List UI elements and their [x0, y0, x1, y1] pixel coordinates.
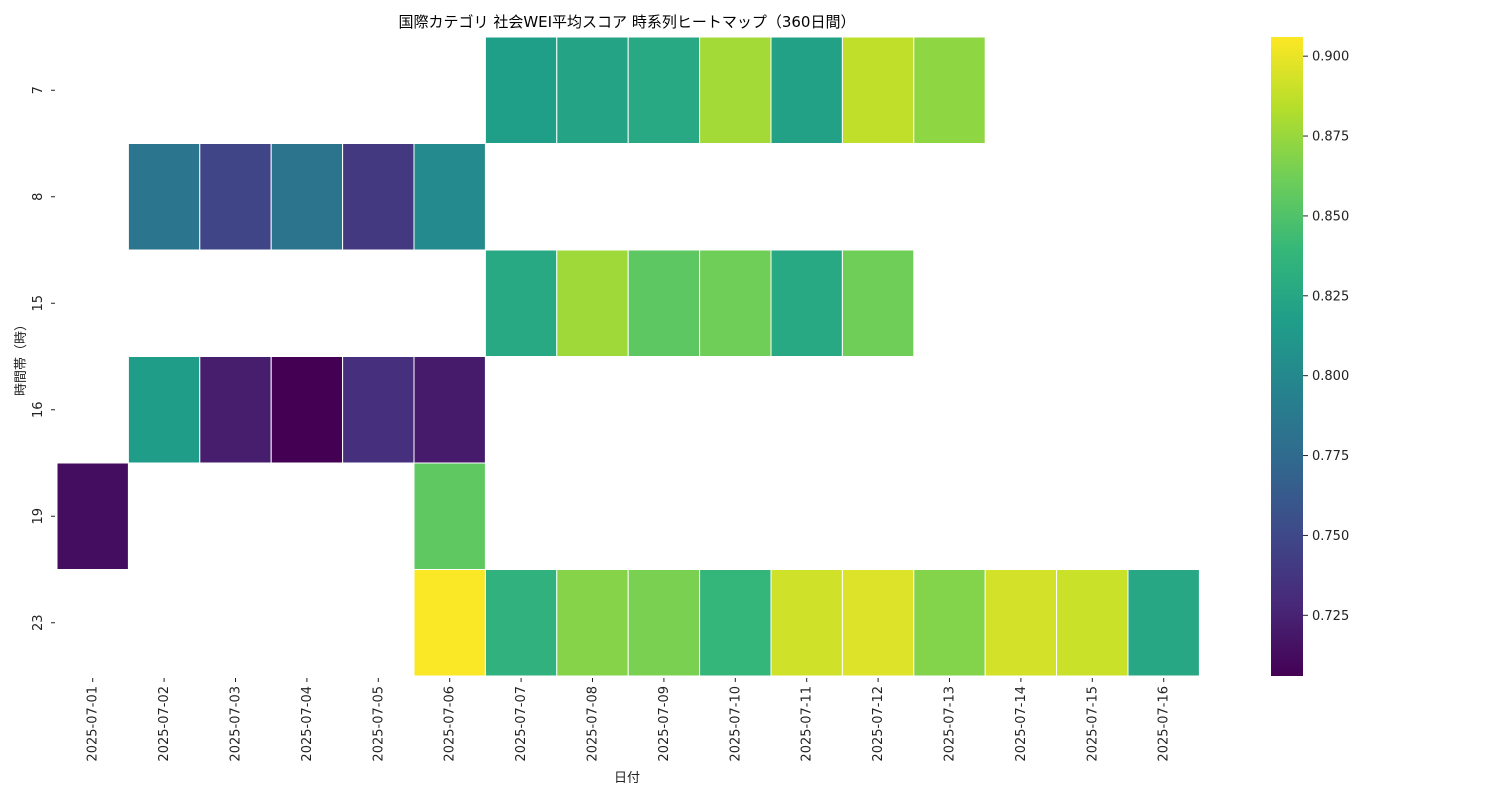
y-axis-label: 時間帯（時） [14, 318, 29, 396]
y-tick-label: 8 [31, 193, 46, 201]
x-tick-label: 2025-07-07 [514, 686, 529, 762]
heatmap-cell [984, 569, 1058, 677]
heatmap-cell [484, 36, 558, 144]
heatmap-cell [413, 356, 486, 464]
heatmap-cell [270, 356, 344, 464]
heatmap-cell [627, 569, 701, 677]
heatmap-cell [1056, 569, 1129, 677]
heatmap-cell [556, 36, 629, 144]
heatmap-cells [56, 36, 1200, 677]
x-tick-label: 2025-07-16 [1157, 686, 1172, 762]
heatmap-cell [270, 143, 344, 251]
heatmap-cell [699, 36, 772, 144]
x-tick-label: 2025-07-04 [300, 686, 315, 762]
colorbar-tick-label: 0.825 [1312, 289, 1349, 304]
heatmap-cell [627, 36, 701, 144]
heatmap-cell [841, 249, 915, 357]
heatmap-cell [56, 462, 129, 570]
heatmap-cell [699, 249, 772, 357]
x-axis-label: 日付 [614, 771, 640, 786]
x-axis-ticks: 2025-07-01 2025-07-02 2025-07-03 2025-07-04… [86, 678, 1172, 762]
colorbar-gradient [1271, 37, 1303, 676]
x-tick-label: 2025-07-12 [871, 686, 886, 762]
heatmap-cell [627, 249, 701, 357]
heatmap-cell [127, 143, 201, 251]
heatmap-cell [484, 249, 558, 357]
x-tick-label: 2025-07-11 [800, 686, 815, 762]
heatmap-cell [913, 36, 986, 144]
x-tick-label: 2025-07-03 [229, 686, 244, 762]
y-axis-ticks: 7 8 15 16 19 23 [31, 86, 55, 631]
x-tick-label: 2025-07-01 [86, 686, 101, 762]
heatmap-cell [841, 569, 915, 677]
heatmap-cell [484, 569, 558, 677]
heatmap-cell [556, 249, 629, 357]
colorbar-tick-label: 0.725 [1312, 609, 1349, 624]
y-tick-label: 19 [31, 508, 46, 525]
heatmap-cell [556, 569, 629, 677]
y-tick-label: 23 [31, 614, 46, 631]
x-tick-label: 2025-07-09 [657, 686, 672, 762]
colorbar: 0.725 0.750 0.775 0.800 0.825 0.850 0.875 0.900 [1271, 37, 1349, 676]
x-tick-label: 2025-07-05 [371, 686, 386, 762]
colorbar-ticks: 0.725 0.750 0.775 0.800 0.825 0.850 0.875 0.900 [1303, 50, 1349, 624]
x-tick-label: 2025-07-15 [1085, 686, 1100, 762]
colorbar-tick-label: 0.800 [1312, 369, 1349, 384]
x-tick-label: 2025-07-10 [728, 686, 743, 762]
colorbar-tick-label: 0.750 [1312, 529, 1349, 544]
y-tick-label: 7 [31, 86, 46, 94]
chart-title: 国際カテゴリ 社会WEI平均スコア 時系列ヒートマップ（360日間） [399, 13, 856, 31]
colorbar-tick-label: 0.875 [1312, 130, 1349, 145]
heatmap-cell [770, 569, 843, 677]
x-tick-label: 2025-07-13 [943, 686, 958, 762]
x-tick-label: 2025-07-14 [1014, 686, 1029, 762]
heatmap-cell [770, 249, 843, 357]
colorbar-tick-label: 0.775 [1312, 449, 1349, 464]
colorbar-tick-label: 0.900 [1312, 50, 1349, 65]
y-tick-label: 15 [31, 295, 46, 312]
heatmap-cell [127, 356, 201, 464]
x-tick-label: 2025-07-02 [157, 686, 172, 762]
heatmap-cell [342, 143, 415, 251]
x-tick-label: 2025-07-08 [586, 686, 601, 762]
heatmap-cell [1127, 569, 1200, 677]
heatmap-cell [199, 143, 272, 251]
heatmap-cell [413, 462, 486, 570]
colorbar-tick-label: 0.850 [1312, 209, 1349, 224]
y-tick-label: 16 [31, 401, 46, 418]
heatmap-cell [841, 36, 915, 144]
heatmap-cell [342, 356, 415, 464]
heatmap-cell [699, 569, 772, 677]
heatmap-cell [413, 143, 486, 251]
heatmap-cell [770, 36, 843, 144]
heatmap-cell [199, 356, 272, 464]
x-tick-label: 2025-07-06 [443, 686, 458, 762]
heatmap-cell [913, 569, 986, 677]
heatmap-cell [413, 569, 486, 677]
